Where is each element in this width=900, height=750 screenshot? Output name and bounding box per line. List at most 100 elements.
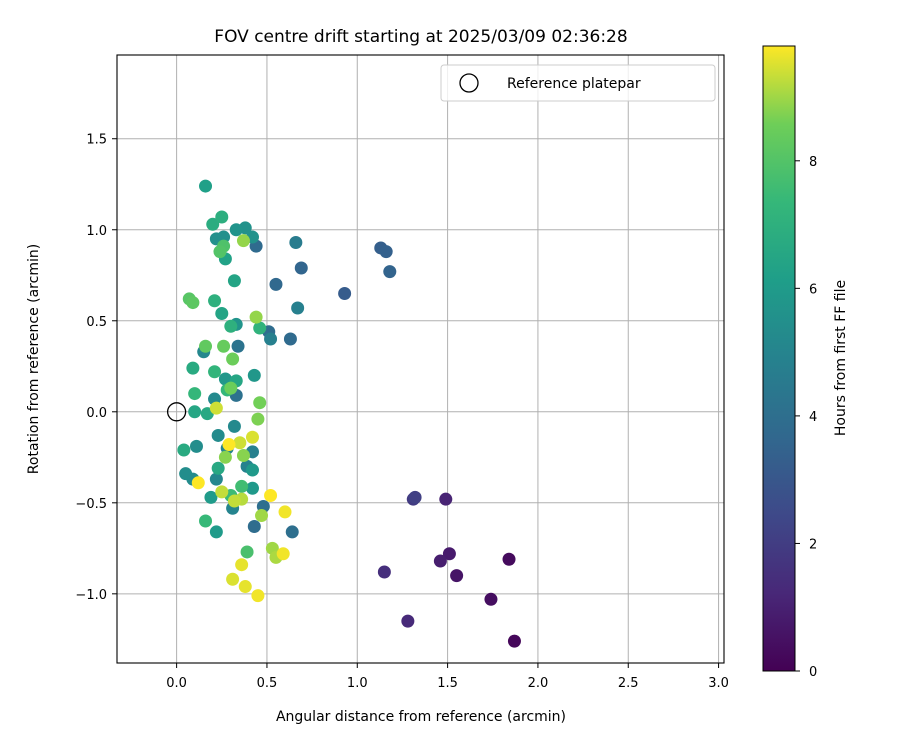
data-point (188, 387, 202, 401)
data-point (249, 310, 263, 324)
colorbar-tick-label: 4 (809, 410, 817, 425)
data-point (206, 217, 220, 231)
data-point (218, 450, 232, 464)
legend: Reference platepar (440, 64, 716, 102)
data-point (269, 277, 283, 291)
data-point (177, 443, 191, 457)
data-point (215, 306, 229, 320)
data-point (251, 412, 265, 426)
legend-marker-icon (459, 73, 479, 93)
y-tick-label: −0.5 (75, 497, 107, 512)
data-point (294, 261, 308, 275)
data-point (247, 368, 261, 382)
data-point (233, 436, 247, 450)
scatter-points (177, 179, 521, 648)
chart-title: FOV centre drift starting at 2025/03/09 … (214, 27, 627, 47)
data-point (251, 589, 265, 603)
y-tick-label: 0.5 (86, 315, 107, 330)
data-point (224, 381, 238, 395)
data-point (264, 489, 278, 503)
data-point (238, 580, 252, 594)
data-point (226, 572, 240, 586)
x-axis-ticks: 0.0 0.5 1.0 1.5 2.0 2.5 3.0 (166, 663, 729, 691)
x-tick-label: 1.0 (347, 676, 368, 691)
data-point (199, 339, 213, 353)
data-point (211, 428, 225, 442)
colorbar-tick-label: 0 (809, 665, 817, 680)
colorbar: 0 2 4 6 8 Hours from first FF file (762, 45, 849, 680)
x-tick-label: 2.5 (618, 676, 639, 691)
data-point (189, 439, 203, 453)
data-point (227, 274, 241, 288)
data-point (208, 365, 222, 379)
grid-lines (117, 55, 724, 663)
x-tick-label: 2.0 (528, 676, 549, 691)
data-point (188, 405, 202, 419)
data-point (236, 234, 250, 248)
data-point (379, 245, 393, 259)
data-point (224, 319, 238, 333)
data-point (285, 525, 299, 539)
data-point (209, 525, 223, 539)
data-point (211, 461, 225, 475)
x-tick-label: 3.0 (708, 676, 729, 691)
legend-box (440, 64, 716, 102)
data-point (222, 438, 236, 452)
legend-entry: Reference platepar (507, 76, 641, 92)
data-point (383, 265, 397, 279)
data-point (291, 301, 305, 315)
y-tick-label: 1.5 (86, 133, 107, 148)
data-point (186, 296, 200, 310)
data-point (255, 509, 269, 523)
data-point (229, 223, 243, 237)
data-point (247, 519, 261, 533)
x-tick-label: 1.5 (437, 676, 458, 691)
y-tick-label: −1.0 (75, 588, 107, 603)
data-point (289, 235, 303, 249)
data-point (226, 352, 240, 366)
data-point (507, 634, 521, 648)
data-point (338, 286, 352, 300)
colorbar-tick-label: 8 (809, 155, 817, 170)
x-tick-label: 0.0 (166, 676, 187, 691)
data-point (199, 514, 213, 528)
y-axis-label: Rotation from reference (arcmin) (26, 244, 42, 474)
data-point (502, 552, 516, 566)
data-point (442, 547, 456, 561)
data-point (208, 294, 222, 308)
data-point (283, 332, 297, 346)
data-point (204, 490, 218, 504)
colorbar-gradient (762, 45, 796, 672)
data-point (245, 481, 259, 495)
data-point (227, 494, 241, 508)
data-point (408, 490, 422, 504)
x-axis-label: Angular distance from reference (arcmin) (276, 709, 566, 725)
data-point (439, 492, 453, 506)
data-point (484, 592, 498, 606)
colorbar-ticks: 0 2 4 6 8 (795, 155, 817, 680)
data-point (199, 179, 213, 193)
data-point (236, 448, 250, 462)
y-tick-label: 1.0 (86, 224, 107, 239)
data-point (401, 614, 415, 628)
colorbar-tick-label: 6 (809, 282, 817, 297)
colorbar-tick-label: 2 (809, 537, 817, 552)
reference-point-marker (166, 402, 187, 422)
data-point (240, 545, 254, 559)
data-point (209, 472, 223, 486)
data-point (235, 479, 249, 493)
data-point (209, 401, 223, 415)
data-point (245, 430, 259, 444)
data-point (245, 463, 259, 477)
data-point (253, 396, 267, 410)
data-point (264, 332, 278, 346)
data-point (217, 339, 231, 353)
data-point (227, 419, 241, 433)
data-point (235, 558, 249, 572)
data-point (450, 569, 464, 583)
y-axis-ticks: −1.0 −0.5 0.0 0.5 1.0 1.5 (75, 133, 117, 603)
data-point (186, 361, 200, 375)
data-point (377, 565, 391, 579)
data-point (217, 230, 231, 244)
